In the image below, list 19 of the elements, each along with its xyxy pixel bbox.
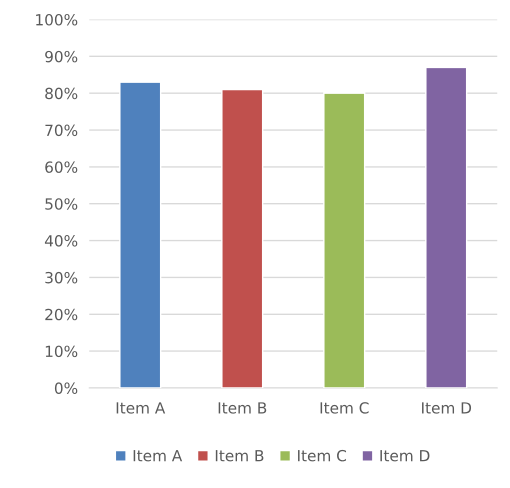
y-tick-label: 50% (45, 198, 78, 210)
x-tick-label: Item B (218, 402, 266, 414)
legend-label: Item A (134, 450, 182, 462)
y-tick-label: 40% (44, 235, 78, 247)
y-tick-label: 100% (36, 14, 78, 26)
y-tick-label: 0% (54, 382, 78, 394)
x-tick-label: Item C (320, 402, 369, 414)
y-tick-label: 30% (45, 272, 78, 284)
legend-label: Item B (216, 450, 264, 462)
legend-label: Item C (298, 450, 346, 462)
y-tick-label: 10% (46, 346, 78, 358)
y-tick-label: 80% (45, 88, 78, 100)
legend-label: Item D (380, 450, 430, 462)
y-tick-label: 20% (45, 308, 78, 320)
x-tick-label: Item D (422, 402, 472, 414)
y-tick-label: 90% (45, 50, 78, 62)
y-tick-label: 60% (45, 161, 78, 173)
x-tick-label: Item A (116, 402, 166, 414)
y-tick-label: 70% (45, 124, 78, 136)
